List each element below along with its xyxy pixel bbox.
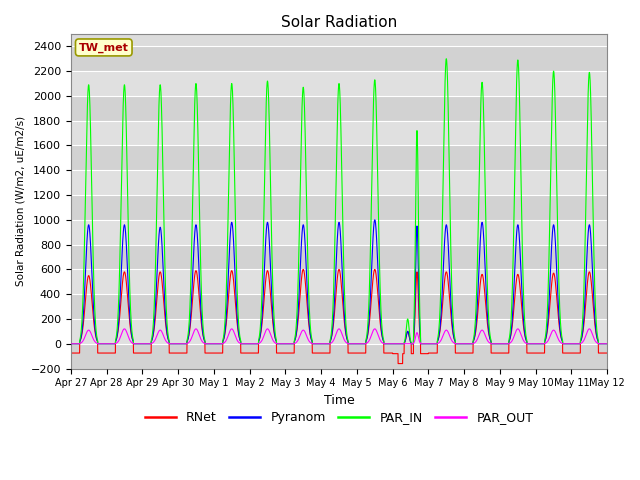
Bar: [71, 195, 607, 220]
Bar: [71, 170, 607, 195]
Bar: [71, 96, 607, 120]
Bar: [71, 47, 607, 71]
Title: Solar Radiation: Solar Radiation: [281, 15, 397, 30]
Bar: [71, 319, 607, 344]
Y-axis label: Solar Radiation (W/m2, uE/m2/s): Solar Radiation (W/m2, uE/m2/s): [15, 116, 25, 286]
Legend: RNet, Pyranom, PAR_IN, PAR_OUT: RNet, Pyranom, PAR_IN, PAR_OUT: [140, 406, 538, 429]
X-axis label: Time: Time: [324, 394, 355, 407]
Bar: [71, 245, 607, 269]
Bar: [71, 145, 607, 170]
Bar: [71, 220, 607, 245]
Bar: [71, 120, 607, 145]
Text: TW_met: TW_met: [79, 42, 129, 53]
Bar: [71, 294, 607, 319]
Bar: [71, 71, 607, 96]
Bar: [71, 269, 607, 294]
Bar: [71, 344, 607, 369]
